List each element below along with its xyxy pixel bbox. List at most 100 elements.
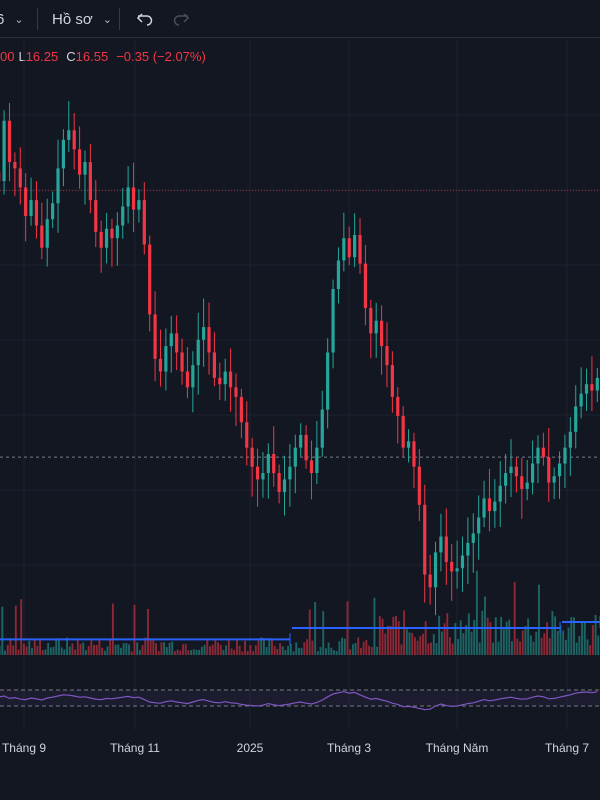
candle-body	[552, 476, 556, 483]
volume-bar	[435, 643, 438, 655]
volume-bar	[192, 649, 195, 655]
volume-bar	[157, 651, 160, 655]
volume-bar	[395, 615, 397, 655]
redo-button[interactable]	[172, 0, 190, 38]
candle-body	[185, 371, 190, 388]
candle-body	[336, 260, 341, 289]
volume-bar	[500, 616, 503, 655]
redo-icon	[173, 13, 190, 26]
volume-bar	[311, 640, 314, 655]
volume-bar	[66, 637, 69, 655]
volume-bar	[122, 643, 125, 655]
volume-bar	[84, 650, 87, 655]
volume-bar	[230, 648, 233, 655]
low-value: 16.25	[25, 49, 59, 64]
candle-body	[99, 231, 103, 248]
candle-body	[574, 406, 578, 432]
candle-body	[261, 473, 265, 480]
volume-bar	[257, 640, 260, 655]
volume-bar	[39, 639, 42, 655]
volume-series	[0, 570, 600, 655]
volume-bar	[583, 621, 586, 655]
candle-body	[45, 219, 49, 248]
candle-body	[34, 200, 39, 226]
volume-bar	[521, 630, 524, 655]
candle-body	[455, 568, 459, 572]
candle-body	[374, 320, 378, 334]
volume-bar	[287, 645, 290, 655]
volume-bar	[265, 647, 268, 655]
candle-body	[137, 200, 141, 210]
candle-body	[158, 358, 163, 372]
candle-body	[272, 454, 276, 474]
volume-bar	[171, 641, 174, 655]
volume-bar	[176, 649, 179, 655]
volume-bar	[219, 644, 222, 655]
undo-button[interactable]	[136, 0, 154, 38]
volume-bar	[449, 637, 451, 655]
candle-body	[584, 384, 589, 394]
candle-body	[223, 371, 227, 385]
volume-bar	[591, 625, 594, 655]
volume-bar	[338, 641, 341, 655]
candle-body	[250, 447, 254, 467]
volume-bar	[214, 640, 217, 655]
price-chart[interactable]	[0, 38, 600, 738]
chart-grid	[0, 40, 600, 730]
candle-body	[126, 187, 130, 207]
volume-bar	[93, 644, 95, 655]
volume-bar	[430, 642, 433, 655]
candle-body	[234, 387, 238, 397]
volume-bar	[335, 650, 338, 655]
candle-body	[218, 377, 222, 385]
volume-bar	[260, 637, 263, 655]
top-toolbar: 6 ⌄ Hồ sơ ⌄	[0, 0, 600, 38]
candle-body	[547, 457, 551, 483]
volume-bar	[125, 642, 128, 655]
volume-bar	[532, 641, 535, 655]
volume-bar	[9, 638, 12, 655]
candle-body	[169, 333, 173, 347]
volume-bar	[386, 625, 389, 655]
volume-bar	[322, 611, 325, 655]
candle-body	[282, 479, 287, 493]
interval-selector[interactable]: 6 ⌄	[0, 0, 24, 38]
volume-bar	[249, 645, 252, 655]
volume-bar	[365, 639, 368, 655]
volume-bar	[217, 642, 220, 655]
x-tick-label: Tháng 9	[1, 741, 47, 755]
volume-bar	[120, 647, 122, 655]
volume-bar	[357, 637, 360, 655]
volume-bar	[203, 644, 206, 655]
candle-body	[342, 238, 346, 261]
volume-bar	[303, 642, 306, 655]
volume-bar	[182, 644, 184, 655]
volume-bar	[12, 645, 15, 655]
volume-bar	[225, 645, 228, 655]
candle-body	[293, 447, 297, 467]
volume-bar	[551, 610, 554, 655]
candle-body	[110, 228, 114, 239]
volume-bar	[368, 645, 371, 655]
candle-body	[379, 320, 384, 347]
candle-body	[131, 187, 136, 210]
profile-selector[interactable]: Hồ sơ ⌄	[52, 0, 112, 38]
volume-bar	[101, 647, 104, 655]
close-value: 16.55	[75, 49, 109, 64]
volume-bar	[68, 646, 71, 655]
volume-bar	[529, 635, 532, 655]
volume-bar	[209, 646, 211, 655]
candle-body	[590, 384, 594, 391]
volume-bar	[432, 634, 435, 655]
candle-body	[536, 447, 540, 464]
volume-bar	[341, 637, 344, 655]
volume-bar	[17, 649, 20, 655]
candle-body	[466, 542, 470, 556]
volume-bar	[187, 650, 190, 655]
volume-bar	[71, 643, 74, 655]
volume-bar	[324, 648, 327, 655]
candle-body	[24, 187, 28, 216]
volume-bar	[55, 638, 58, 655]
volume-bar	[594, 614, 597, 655]
candle-body	[363, 263, 368, 309]
